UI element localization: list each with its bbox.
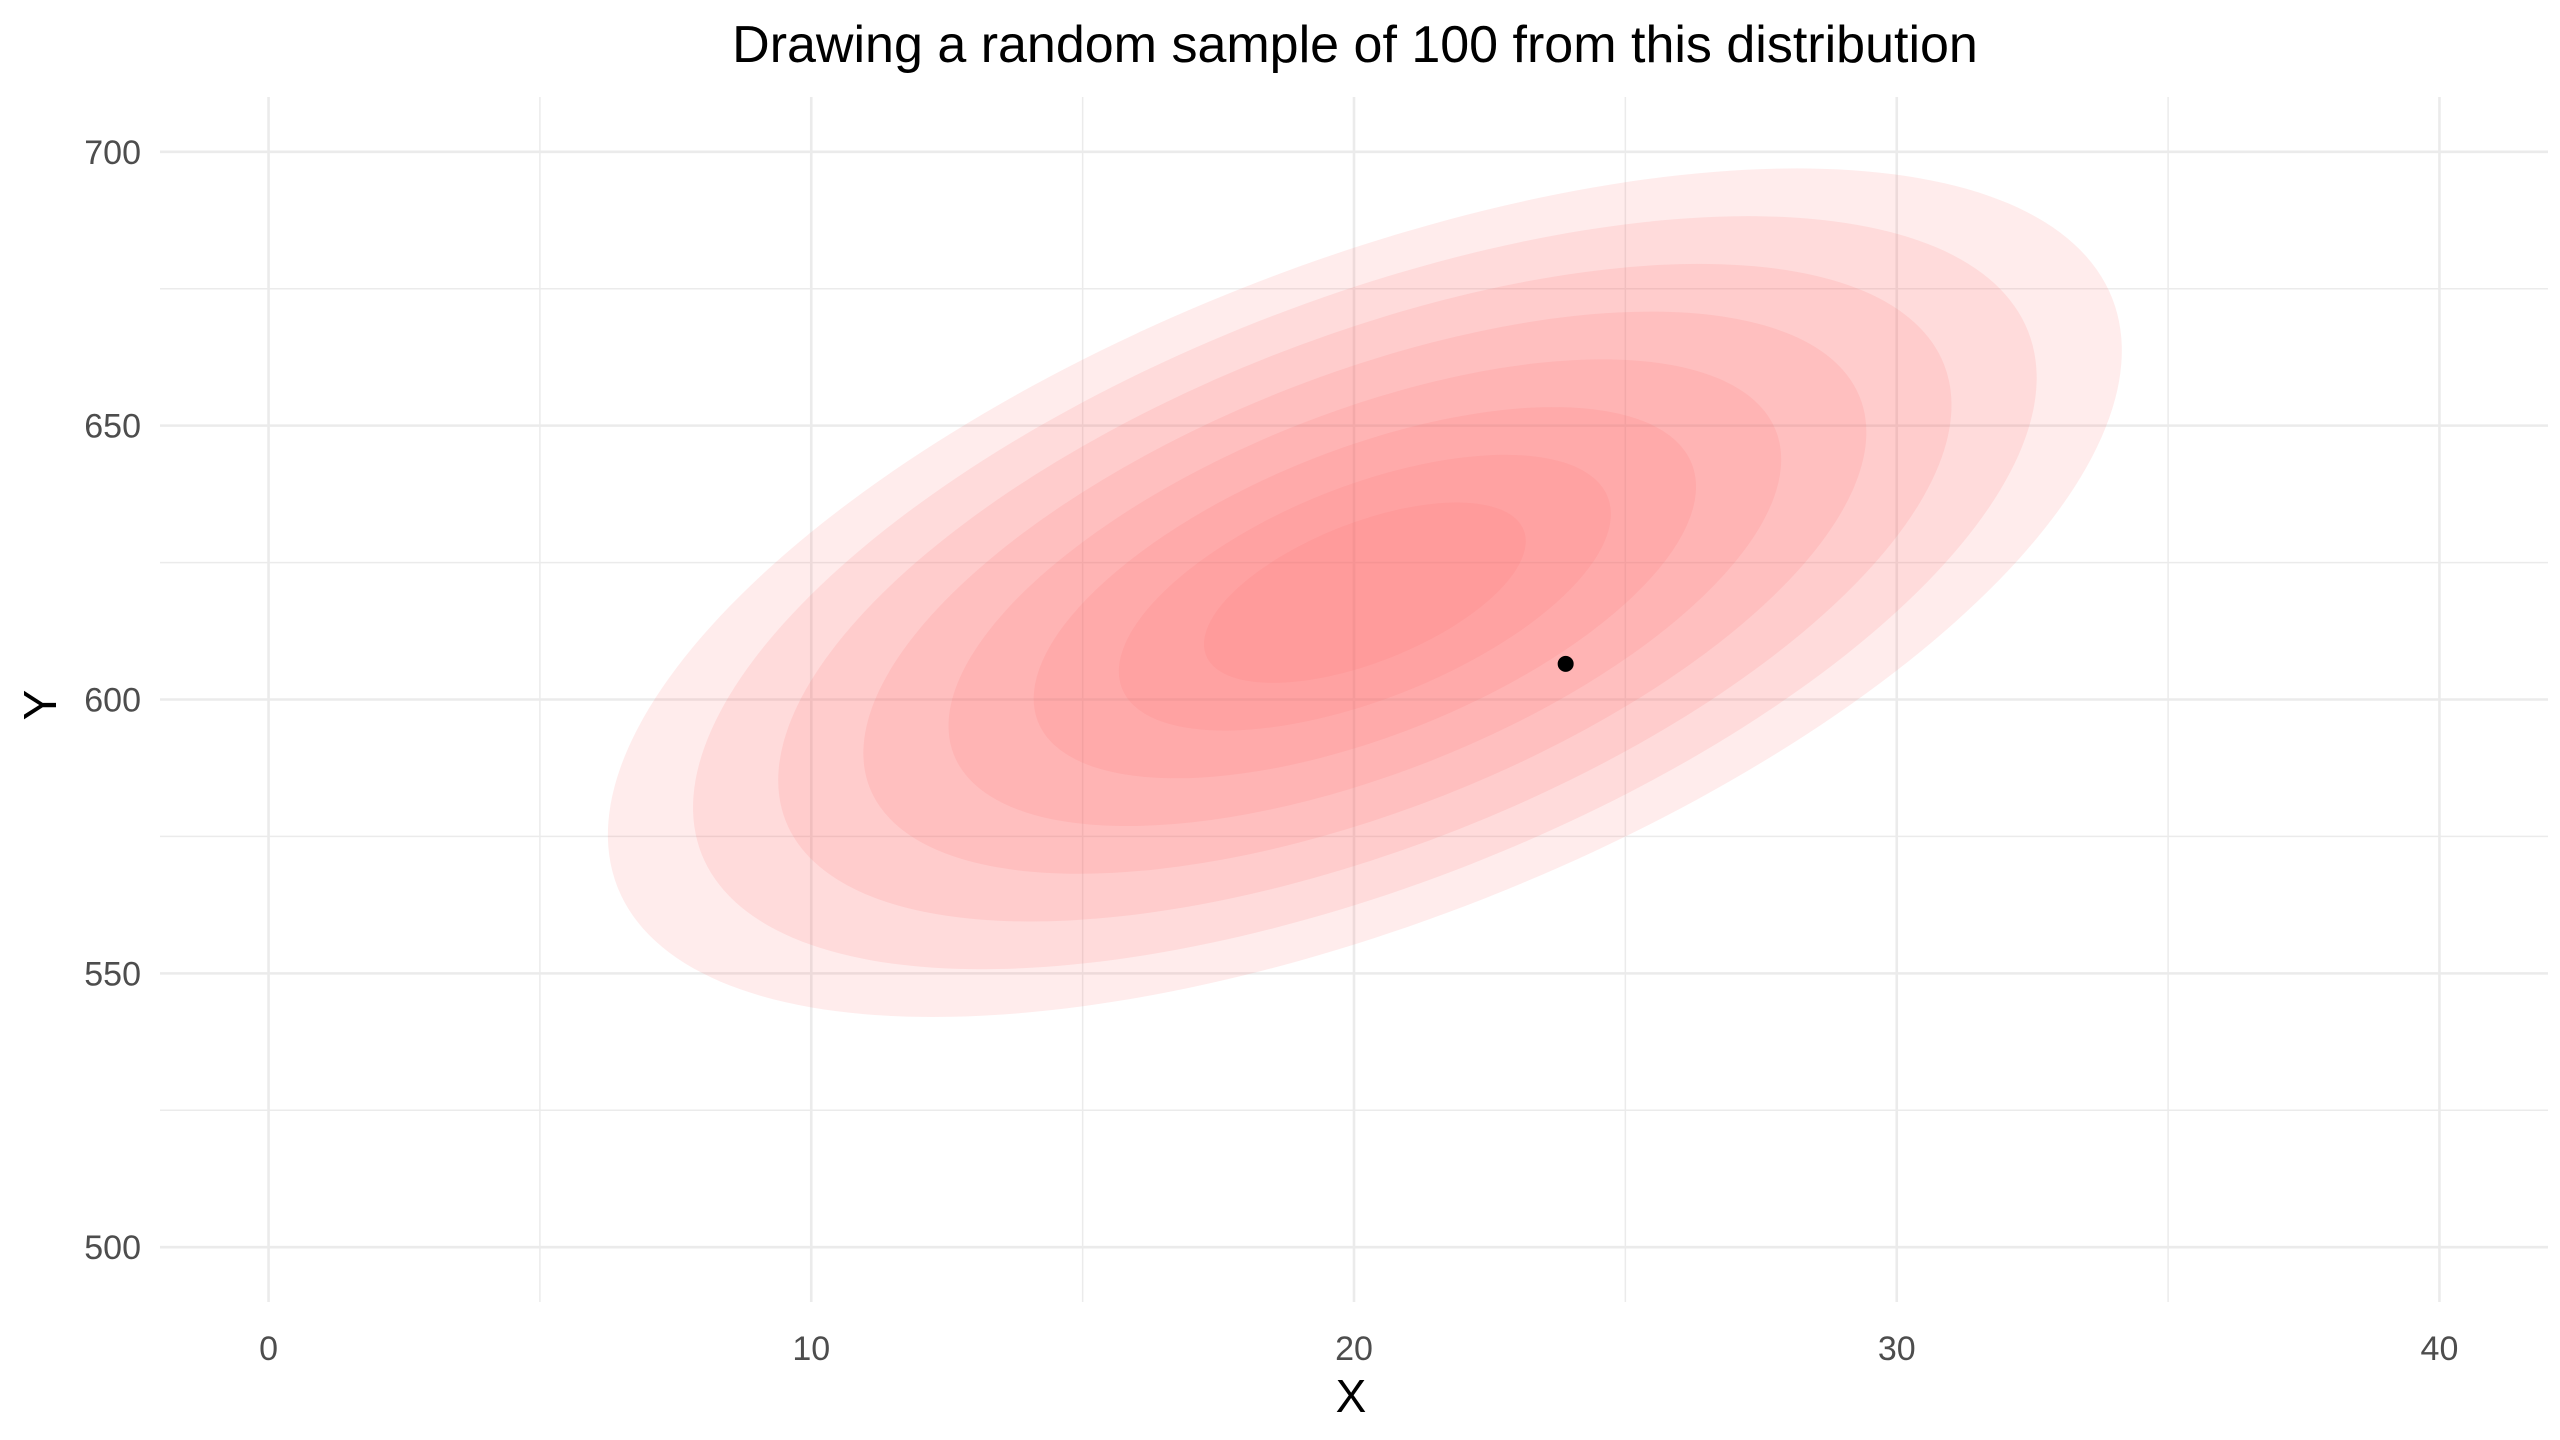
data-points (1557, 655, 1574, 672)
chart-title: Drawing a random sample of 100 from this… (732, 16, 1978, 74)
density-contour-level-1 (607, 168, 2122, 1017)
x-tick-label: 30 (1878, 1330, 1916, 1368)
density-contour-level-5 (948, 359, 1782, 827)
x-tick-label: 10 (792, 1330, 830, 1368)
x-tick-label: 0 (259, 1330, 278, 1368)
y-tick-label: 500 (84, 1229, 141, 1267)
density-contour-level-6 (1033, 407, 1697, 779)
y-tick-label: 550 (84, 955, 141, 993)
density-contour-level-4 (863, 311, 1867, 874)
y-tick-label: 600 (84, 682, 141, 720)
x-tick-label: 20 (1335, 1330, 1373, 1368)
grid-lines (160, 97, 2548, 1302)
density-contour-level-2 (693, 216, 2037, 970)
density-contour-level-7 (1118, 454, 1611, 731)
y-tick-label: 700 (84, 134, 141, 172)
data-point-1 (1557, 655, 1574, 672)
tick-labels: 0 10 20 30 40 500 550 600 650 700 (84, 134, 2458, 1368)
density-contour-level-8 (1203, 502, 1526, 683)
density-contour-level-3 (778, 263, 1952, 922)
density-contours (607, 168, 2122, 1017)
x-tick-label: 40 (2421, 1330, 2459, 1368)
y-tick-label: 650 (84, 408, 141, 446)
y-axis-title: Y (14, 690, 66, 721)
x-axis-title: X (1336, 1370, 1367, 1422)
